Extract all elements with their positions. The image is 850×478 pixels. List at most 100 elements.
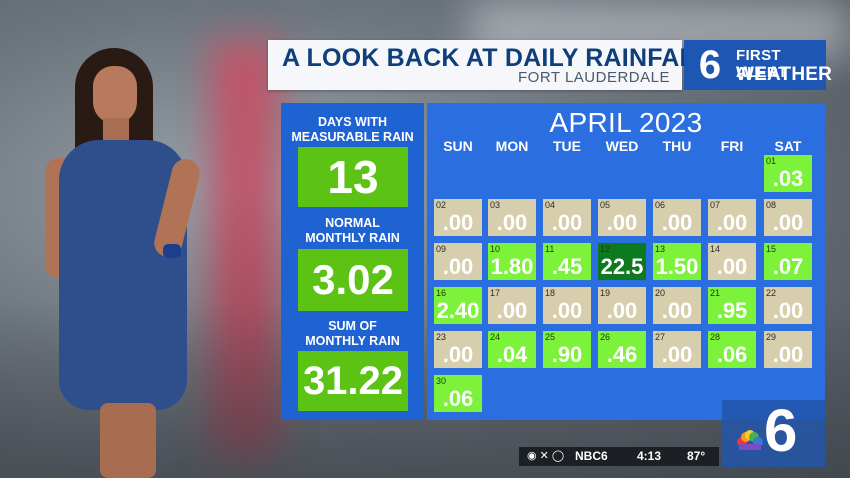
day-number: 01 xyxy=(766,156,777,166)
calendar-day-cell: 11.45 xyxy=(543,243,591,280)
rainfall-value: .46 xyxy=(606,342,638,367)
calendar-day-cell: 27.00 xyxy=(653,331,701,368)
calendar-day-cell: 25.90 xyxy=(543,331,591,368)
day-number: 10 xyxy=(490,244,501,254)
stat-value-days: 13 xyxy=(298,147,408,207)
rainfall-value: .95 xyxy=(716,298,748,323)
brand-line-1: FIRST ALERT xyxy=(736,47,788,81)
day-number: 27 xyxy=(655,332,666,342)
rainfall-value: .00 xyxy=(772,342,804,367)
calendar-day-cell: 03.00 xyxy=(488,199,536,236)
stat-label-days: DAYS WITH MEASURABLE RAIN xyxy=(281,115,424,145)
rainfall-value: .00 xyxy=(716,210,748,235)
calendar-day-cell: 13 1.50 xyxy=(653,243,701,280)
day-number: 04 xyxy=(545,200,556,210)
day-number: 02 xyxy=(436,200,447,210)
presenter-face xyxy=(93,66,137,124)
day-of-week-label: WED xyxy=(605,138,639,154)
calendar-day-cell: 22.00 xyxy=(764,287,812,324)
calendar-day-cell: 30.06 xyxy=(434,375,482,412)
day-of-week-label: MON xyxy=(495,138,529,154)
day-of-week-label: THU xyxy=(662,138,692,154)
rainfall-value: .00 xyxy=(496,298,528,323)
stat-label-line: NORMAL xyxy=(325,216,380,230)
day-number: 14 xyxy=(710,244,721,254)
rainfall-value: .00 xyxy=(716,254,748,279)
calendar-day-cell: 10 1.80 xyxy=(488,243,536,280)
day-of-week-label: SAT xyxy=(774,138,802,154)
calendar-day-cell: 15.07 xyxy=(764,243,812,280)
rainfall-calendar: APRIL 2023 SUN MON TUE WED THU FRI SAT 01.03 02.… xyxy=(427,103,825,420)
stat-label-line: DAYS WITH xyxy=(318,115,387,129)
calendar-day-cell: 05.00 xyxy=(598,199,646,236)
day-number: 13 xyxy=(655,244,666,254)
day-of-week-label: TUE xyxy=(553,138,581,154)
stat-value-sum: 31.22 xyxy=(298,351,408,411)
presenter-legs xyxy=(100,403,156,478)
calendar-day-cell: 17.00 xyxy=(488,287,536,324)
page-title: A LOOK BACK AT DAILY RAINFALL xyxy=(282,44,711,72)
rainfall-value: 22.5 xyxy=(600,254,644,279)
clock-time: 4:13 xyxy=(637,449,662,463)
rainfall-value: .07 xyxy=(772,254,804,279)
day-number: 11 xyxy=(545,244,555,254)
calendar-day-cell: 12 22.5 xyxy=(598,243,646,280)
rainfall-value: .03 xyxy=(772,166,804,191)
presenter-dress xyxy=(59,140,187,410)
day-number: 24 xyxy=(490,332,501,342)
rainfall-value: .00 xyxy=(606,298,638,323)
rainfall-value: .00 xyxy=(661,298,693,323)
rainfall-value: .45 xyxy=(551,254,583,279)
rainfall-value: .06 xyxy=(716,342,748,367)
rainfall-value: .00 xyxy=(606,210,638,235)
stats-panel: DAYS WITH MEASURABLE RAIN 13 NORMAL MONT… xyxy=(281,103,424,420)
rainfall-value: .00 xyxy=(772,210,804,235)
calendar-day-cell: 19.00 xyxy=(598,287,646,324)
calendar-month-title: APRIL 2023 xyxy=(549,107,703,138)
calendar-day-cell: 28.06 xyxy=(708,331,756,368)
calendar-day-cell: 04.00 xyxy=(543,199,591,236)
day-number: 03 xyxy=(490,200,501,210)
calendar-day-cell: 09.00 xyxy=(434,243,482,280)
rainfall-value: .00 xyxy=(551,210,583,235)
calendar-day-cell: 29.00 xyxy=(764,331,812,368)
stat-label-normal: NORMAL MONTHLY RAIN xyxy=(281,216,424,246)
calendar-day-cell: 18.00 xyxy=(543,287,591,324)
day-number: 07 xyxy=(710,200,721,210)
rainfall-value: .00 xyxy=(442,210,474,235)
day-number: 30 xyxy=(436,376,447,386)
day-number: 06 xyxy=(655,200,666,210)
day-number: 18 xyxy=(545,288,556,298)
rainfall-value: 1.50 xyxy=(655,254,699,279)
corner-channel-number: 6 xyxy=(764,397,798,464)
calendar-day-cell: 24.04 xyxy=(488,331,536,368)
calendar-day-cell: 26.46 xyxy=(598,331,646,368)
day-number: 12 xyxy=(600,244,611,254)
calendar-day-cell: 23.00 xyxy=(434,331,482,368)
location-subtitle: FORT LAUDERDALE xyxy=(518,69,670,86)
day-number: 28 xyxy=(710,332,721,342)
stat-label-line: SUM OF xyxy=(328,319,377,333)
stat-value-normal: 3.02 xyxy=(298,249,408,311)
day-number: 26 xyxy=(600,332,611,342)
brand-line-2: WEATHER xyxy=(736,64,833,85)
day-number: 25 xyxy=(545,332,556,342)
presenter xyxy=(45,48,205,478)
calendar-day-cell: 07.00 xyxy=(708,199,756,236)
day-number: 29 xyxy=(766,332,777,342)
day-number: 05 xyxy=(600,200,611,210)
rainfall-value: 2.40 xyxy=(436,298,480,323)
rainfall-value: .90 xyxy=(551,342,583,367)
nbc6-corner-bug: 6 xyxy=(722,397,825,467)
calendar-day-cell: 21.95 xyxy=(708,287,756,324)
calendar-day-cell: 16 2.40 xyxy=(434,287,482,324)
social-handle: NBC6 xyxy=(575,449,608,463)
temperature: 87° xyxy=(687,449,706,463)
rainfall-value: .06 xyxy=(442,386,474,411)
title-bar: A LOOK BACK AT DAILY RAINFALL FORT LAUDE… xyxy=(268,40,710,90)
rainfall-value: .00 xyxy=(442,254,474,279)
day-of-week-label: SUN xyxy=(443,138,473,154)
stat-label-sum: SUM OF MONTHLY RAIN xyxy=(281,319,424,349)
stat-label-line: MONTHLY RAIN xyxy=(305,334,400,348)
rainfall-value: .00 xyxy=(661,210,693,235)
